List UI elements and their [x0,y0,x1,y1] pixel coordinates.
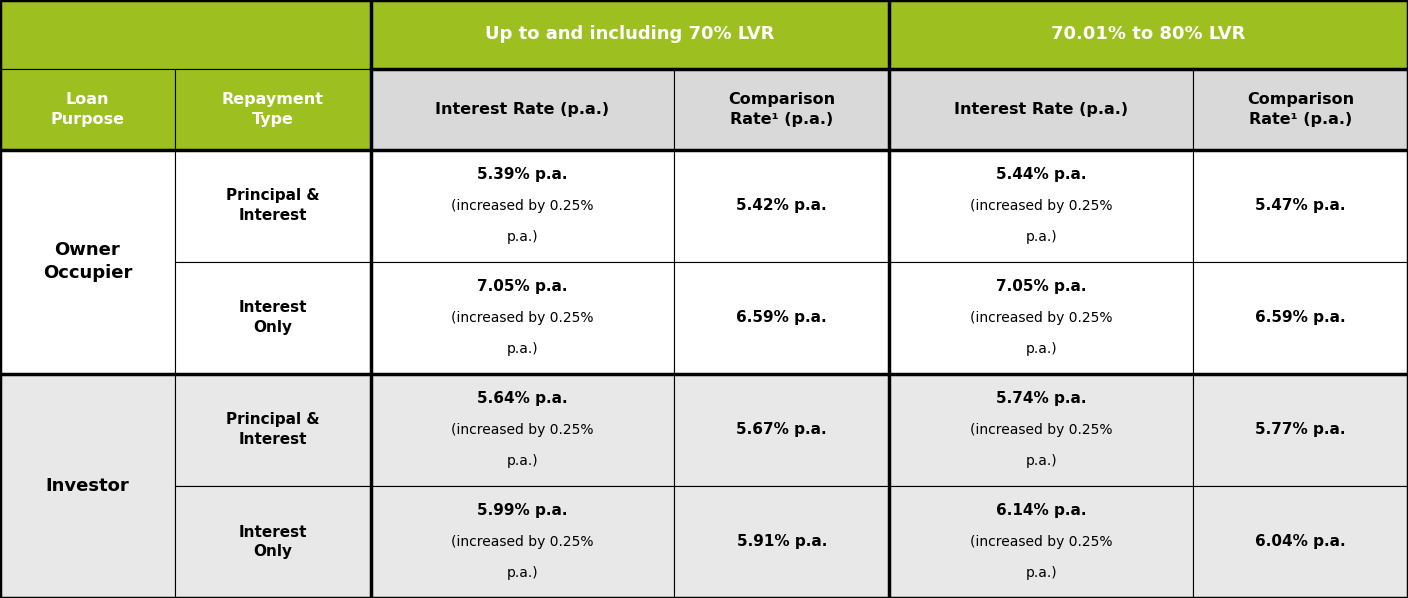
Text: 5.74% p.a.: 5.74% p.a. [995,391,1087,406]
Bar [175,374,370,486]
Bar [0,374,175,598]
Bar [890,69,1193,150]
Text: p.a.): p.a.) [507,230,538,244]
Text: p.a.): p.a.) [1025,566,1057,580]
Bar [370,69,674,150]
Bar [890,262,1193,374]
Bar [1193,69,1408,150]
Text: (increased by 0.25%: (increased by 0.25% [451,199,594,212]
Text: 6.59% p.a.: 6.59% p.a. [736,310,826,325]
Text: p.a.): p.a.) [1025,342,1057,356]
Bar [890,150,1193,262]
Text: 70.01% to 80% LVR: 70.01% to 80% LVR [1052,25,1246,44]
Text: 5.44% p.a.: 5.44% p.a. [995,167,1087,182]
Bar [370,150,674,262]
Text: (increased by 0.25%: (increased by 0.25% [451,423,594,437]
Text: 5.67% p.a.: 5.67% p.a. [736,422,826,437]
Text: 5.39% p.a.: 5.39% p.a. [477,167,567,182]
Bar [370,262,674,374]
Bar [175,262,370,374]
Bar [1193,262,1408,374]
Text: 5.77% p.a.: 5.77% p.a. [1256,422,1346,437]
Text: 5.99% p.a.: 5.99% p.a. [477,503,567,518]
Text: Owner
Occupier: Owner Occupier [42,241,132,282]
Text: Principal &
Interest: Principal & Interest [225,413,320,447]
Text: Loan
Purpose: Loan Purpose [51,91,124,127]
Text: 5.42% p.a.: 5.42% p.a. [736,198,826,213]
Text: 5.47% p.a.: 5.47% p.a. [1256,198,1346,213]
Text: p.a.): p.a.) [1025,454,1057,468]
Text: 6.04% p.a.: 6.04% p.a. [1256,535,1346,550]
Text: Interest
Only: Interest Only [238,300,307,335]
Bar [1193,486,1408,598]
Text: (increased by 0.25%: (increased by 0.25% [970,311,1112,325]
Text: (increased by 0.25%: (increased by 0.25% [451,311,594,325]
Bar [674,486,890,598]
Text: p.a.): p.a.) [507,342,538,356]
Text: 6.14% p.a.: 6.14% p.a. [995,503,1087,518]
Text: Up to and including 70% LVR: Up to and including 70% LVR [486,25,774,44]
Text: Comparison
Rate¹ (p.a.): Comparison Rate¹ (p.a.) [728,91,835,127]
Bar [370,374,674,486]
Bar [370,486,674,598]
Text: 6.59% p.a.: 6.59% p.a. [1256,310,1346,325]
Text: p.a.): p.a.) [507,566,538,580]
Text: Interest Rate (p.a.): Interest Rate (p.a.) [955,102,1128,117]
Bar [175,69,370,150]
Text: 5.64% p.a.: 5.64% p.a. [477,391,567,406]
Bar [890,486,1193,598]
Bar [175,486,370,598]
Text: (increased by 0.25%: (increased by 0.25% [970,199,1112,212]
Text: (increased by 0.25%: (increased by 0.25% [970,423,1112,437]
Text: 7.05% p.a.: 7.05% p.a. [477,279,567,294]
Text: 5.91% p.a.: 5.91% p.a. [736,535,826,550]
Bar [674,150,890,262]
Text: (increased by 0.25%: (increased by 0.25% [451,535,594,549]
Bar [890,374,1193,486]
Text: (increased by 0.25%: (increased by 0.25% [970,535,1112,549]
Bar [674,69,890,150]
Text: Interest
Only: Interest Only [238,524,307,559]
Text: 7.05% p.a.: 7.05% p.a. [995,279,1087,294]
Bar [890,0,1408,69]
Bar [370,0,890,69]
Text: Investor: Investor [45,477,130,495]
Bar [674,262,890,374]
Text: p.a.): p.a.) [507,454,538,468]
Bar [1193,150,1408,262]
Text: Principal &
Interest: Principal & Interest [225,188,320,223]
Bar [674,374,890,486]
Bar [0,69,175,150]
Bar [0,0,370,69]
Text: p.a.): p.a.) [1025,230,1057,244]
Text: Interest Rate (p.a.): Interest Rate (p.a.) [435,102,610,117]
Bar [1193,374,1408,486]
Text: Repayment
Type: Repayment Type [221,91,324,127]
Bar [0,150,175,374]
Text: Comparison
Rate¹ (p.a.): Comparison Rate¹ (p.a.) [1247,91,1354,127]
Bar [175,150,370,262]
